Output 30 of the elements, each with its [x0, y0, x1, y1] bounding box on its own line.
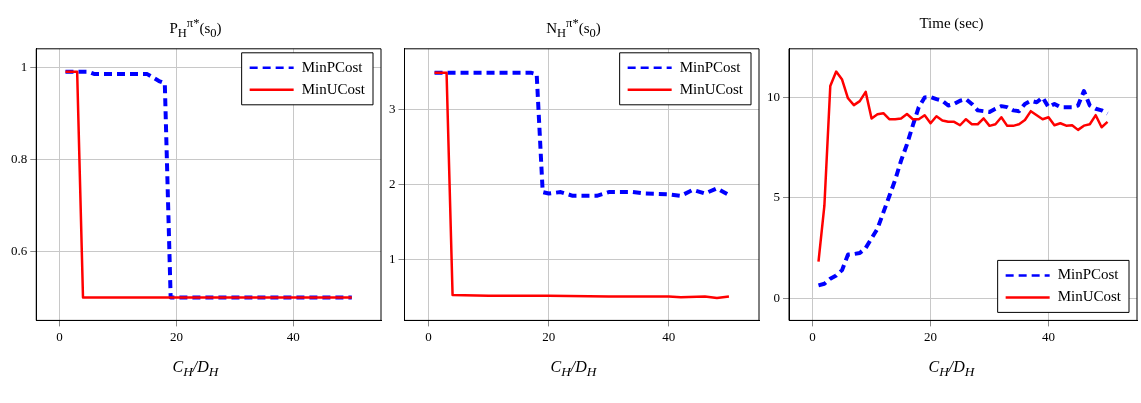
- x-tick-label: 20: [924, 328, 938, 344]
- y-tick-label: 3: [389, 101, 396, 117]
- y-tick-label: 10: [767, 88, 780, 104]
- y-tick-label: 2: [389, 176, 396, 192]
- chart-title: P$_{H}$$^{π*}$(s$_{0}$): [169, 15, 222, 40]
- x-tick-label: 40: [1042, 328, 1056, 344]
- x-tick-label: 40: [286, 328, 300, 344]
- y-tick-label: 5: [773, 189, 780, 205]
- y-tick-label: 0: [773, 289, 780, 305]
- legend-label: MinUCost: [1057, 288, 1122, 305]
- x-tick-label: 0: [425, 328, 432, 344]
- x-tick-label: 0: [56, 328, 63, 344]
- y-tick-label: 0.8: [11, 150, 28, 166]
- legend-label: MinPCost: [1057, 266, 1120, 283]
- legend-label: MinUCost: [301, 80, 366, 97]
- x-tick-label: 40: [662, 328, 676, 344]
- y-tick-label: 0.6: [11, 242, 28, 258]
- x-tick-label: 20: [169, 328, 183, 344]
- y-tick-label: 1: [389, 250, 396, 266]
- chart-title: N$_{H}$$^{π*}$(s$_{0}$): [546, 15, 601, 40]
- x-tick-label: 0: [809, 328, 816, 344]
- chart-title: Time (sec): [919, 14, 984, 33]
- x-tick-label: 20: [542, 328, 556, 344]
- legend-label: MinUCost: [679, 80, 744, 97]
- y-tick-label: 1: [20, 58, 28, 74]
- x-axis-title: C$_{H}$/D$_{H}$: [172, 358, 219, 381]
- legend-label: MinPCost: [301, 58, 364, 75]
- x-axis-title: C$_{H}$/D$_{H}$: [550, 358, 597, 381]
- legend-label: MinPCost: [679, 58, 742, 75]
- x-axis-title: C$_{H}$/D$_{H}$: [928, 358, 975, 381]
